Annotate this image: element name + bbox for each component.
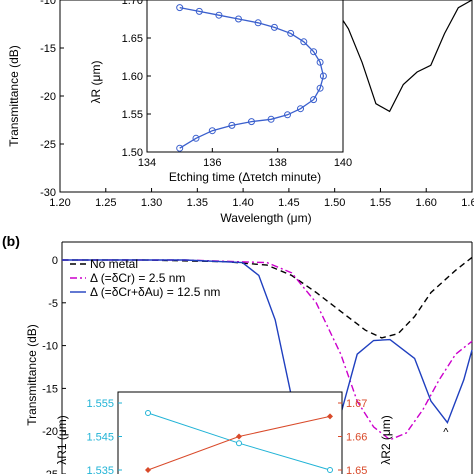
panel-a-xtick-label: 1.40 [232, 197, 253, 209]
panel-a-inset-marker [254, 19, 262, 27]
panel-b-ytick-label: -20 [42, 426, 58, 438]
panel-a-inset-marker [284, 111, 291, 119]
panel-a-ytick-label: -10 [40, 0, 56, 7]
panel-a-inset-fit-line [179, 6, 325, 149]
panel-a-inset-ytick-label: 1.55 [122, 109, 143, 121]
panel-b-inset-ytick-right-label: 1.65 [346, 465, 367, 474]
panel-b-inset-marker-right [145, 467, 151, 473]
panel-b-inset: 1.555 1.545 1.535 1.67 1.66 1.65 λR1 (μm) λR… [55, 391, 393, 474]
panel-b-label: (b) [2, 233, 20, 249]
panel-a-series-line-0 [334, 0, 473, 113]
panel-a-xtick-label: 1.50 [324, 197, 345, 209]
panel-a-xlabel: Wavelength (μm) [220, 211, 311, 225]
panel-a-inset-marker [310, 96, 318, 104]
panel-b-inset-frame [117, 391, 343, 474]
panel-b-ytick-label: -10 [42, 341, 58, 353]
panel-a-inset-xlabel: Etching time (Δτetch minute) [169, 170, 321, 184]
panel-a-inset-marker [195, 7, 203, 15]
panel-b-inset-marker-left [236, 440, 242, 447]
panel-b-series-line-1 [62, 259, 473, 441]
panel-a-inset-marker [215, 11, 223, 19]
panel-a-inset-xtick-label: 134 [138, 157, 156, 169]
panel-a-inset-marker [208, 127, 216, 135]
panel-a-inset-marker [316, 84, 324, 92]
panel-a-inset-marker [300, 38, 308, 46]
panel-a: 1.20 1.25 1.30 1.35 1.40 1.45 1.50 1.55 1.60 1.65… [7, 0, 474, 225]
panel-a-xtick-label: 1.35 [187, 197, 208, 209]
panel-a-xtick-label: 1.20 [49, 197, 70, 209]
panel-b-inset-ytick-left-label: 1.535 [86, 465, 114, 474]
panel-b-ytick-label: 0 [52, 255, 58, 267]
panel-b-inset-ytick-left-label: 1.555 [86, 398, 114, 410]
panel-a-xtick-label: 1.30 [141, 197, 162, 209]
panel-a-xtick-label: 1.60 [416, 197, 437, 209]
panel-a-inset-ytick-label: 1.50 [122, 147, 143, 159]
panel-b-inset-ylabel-right: λR2 (μm) [379, 415, 393, 465]
panel-b: (b) 0 -5 -10 -15 -20 -25 Transmittance (dB) N… [2, 233, 473, 474]
panel-a-xtick-label: 1.25 [95, 197, 116, 209]
panel-b-inset-ytick-left-label: 1.545 [86, 432, 114, 444]
panel-a-inset: 134 136 138 140 1.70 1.65 1.60 1.55 1.50 Etchin… [89, 0, 352, 184]
panel-a-ylabel: Transmittance (dB) [7, 45, 21, 147]
panel-a-inset-marker [319, 72, 327, 80]
panel-a-inset-ytick-label: 1.60 [122, 71, 143, 83]
panel-b-ytick-label: -25 [42, 469, 58, 474]
panel-a-inset-ytick-label: 1.65 [122, 33, 143, 45]
panel-a-inset-marker [235, 15, 242, 23]
panel-a-inset-marker [297, 105, 304, 113]
panel-b-inset-marker-left [327, 467, 333, 473]
legend-entry: Δ (=δCr+δAu) = 12.5 nm [90, 285, 220, 299]
panel-a-inset-ytick-label: 1.70 [122, 0, 143, 7]
panel-a-ytick-label: -25 [40, 139, 56, 151]
panel-a-xtick-label: 1.45 [278, 197, 299, 209]
panel-b-inset-ytick-right-label: 1.66 [346, 432, 367, 444]
panel-a-inset-marker [287, 29, 295, 37]
panel-a-inset-xtick-label: 138 [268, 157, 286, 169]
panel-a-ytick-label: -30 [40, 187, 56, 199]
panel-a-inset-xtick-label: 136 [203, 157, 221, 169]
panel-b-inset-marker-left [145, 410, 151, 416]
panel-b-inset-marker-right [236, 433, 242, 440]
panel-a-inset-marker [270, 23, 278, 31]
panel-a-inset-marker [267, 115, 275, 123]
panel-a-xtick-label: 1.65 [461, 197, 474, 209]
panel-a-inset-marker [228, 121, 236, 129]
panel-a-inset-marker [316, 58, 324, 66]
panel-a-inset-marker [310, 48, 318, 56]
panel-a-inset-frame [146, 0, 344, 153]
panel-b-ytick-label: -5 [48, 298, 58, 310]
panel-a-ytick-label: -20 [40, 91, 56, 103]
panel-a-inset-ylabel: λR (μm) [89, 61, 103, 104]
panel-b-ytick-label: -15 [42, 383, 58, 395]
legend-entry: Δ (=δCr) = 2.5 nm [90, 271, 185, 285]
panel-a-xtick-label: 1.55 [370, 197, 391, 209]
panel-b-ylabel: Transmittance (dB) [25, 324, 39, 426]
panel-b-inset-ytick-right-label: 1.67 [346, 398, 367, 410]
panel-b-annotation: ^ [443, 427, 449, 439]
panel-a-inset-marker [176, 4, 184, 12]
panel-a-inset-marker [192, 134, 200, 142]
panel-a-ytick-label: -15 [40, 43, 56, 55]
panel-b-inset-ylabel-left: λR1 (μm) [55, 415, 69, 465]
panel-a-inset-xtick-label: 140 [334, 157, 352, 169]
panel-a-inset-marker [248, 118, 255, 126]
panel-b-inset-marker-right [327, 413, 333, 420]
legend-entry: No metal [90, 257, 138, 271]
panel-a-inset-marker [176, 144, 184, 152]
